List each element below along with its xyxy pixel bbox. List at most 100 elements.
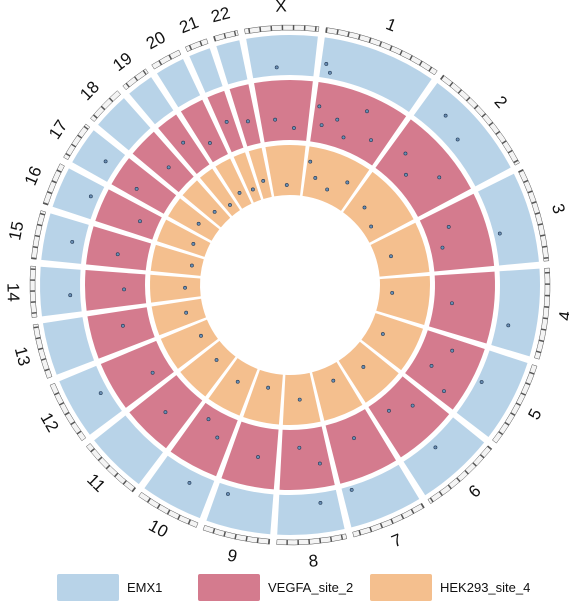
ideogram-chr-X xyxy=(244,24,320,35)
chromosome-label-8: 8 xyxy=(308,551,319,571)
cytoband-chr-17 xyxy=(65,152,71,157)
cytoband-chr-1 xyxy=(428,66,433,72)
cytoband-chr-8 xyxy=(340,534,344,540)
data-point-2-13 xyxy=(235,379,240,384)
cytoband-chr-1 xyxy=(418,60,423,66)
ideogram-chr-18 xyxy=(90,90,121,122)
cytoband-chr-2 xyxy=(495,130,501,135)
sector-1-chr-22 xyxy=(229,84,261,147)
chromosome-label-14: 14 xyxy=(3,283,22,302)
sector-0-chr-1 xyxy=(319,37,432,112)
cytoband-chr-3 xyxy=(518,169,524,173)
cytoband-chr-4 xyxy=(544,306,550,308)
chromosome-label-13: 13 xyxy=(11,345,34,368)
data-point-1-13 xyxy=(429,363,434,368)
cytoband-chr-13 xyxy=(44,368,50,372)
data-point-2-6 xyxy=(389,254,393,259)
ideogram-chr-21 xyxy=(185,38,209,52)
data-point-2-23 xyxy=(237,191,242,195)
cytoband-chr-6 xyxy=(487,445,492,450)
chromosome-label-10: 10 xyxy=(146,516,172,542)
cytoband-chr-4 xyxy=(536,350,542,354)
data-point-1-4 xyxy=(365,109,369,114)
data-point-1-6 xyxy=(403,151,408,156)
sector-1-chr-2 xyxy=(375,119,471,217)
data-point-2-7 xyxy=(390,290,395,295)
cytoband-chr-11 xyxy=(97,456,103,462)
data-point-0-11 xyxy=(187,481,192,485)
data-point-1-27 xyxy=(115,252,120,257)
sector-0-chr-15 xyxy=(41,213,89,264)
cytoband-chr-9 xyxy=(212,528,216,534)
data-point-1-10 xyxy=(440,245,445,250)
cytoband-chr-17 xyxy=(71,143,77,148)
sector-1-chr-6 xyxy=(368,376,450,458)
chromosome-label-22: 22 xyxy=(209,3,232,26)
sector-1-chr-12 xyxy=(100,340,174,408)
cytoband-chr-14 xyxy=(31,311,37,314)
cytoband-chr-X xyxy=(292,25,295,31)
data-point-1-24 xyxy=(150,370,155,375)
cytoband-chr-2 xyxy=(513,159,519,164)
cytoband-chr-16 xyxy=(56,169,62,173)
data-point-2-5 xyxy=(369,224,374,229)
data-point-1-9 xyxy=(446,225,451,229)
cytoband-chr-2 xyxy=(501,140,507,145)
cytoband-chr-10 xyxy=(146,497,151,503)
cytoband-chr-12 xyxy=(70,421,76,426)
cytoband-chr-11 xyxy=(90,448,95,453)
cytoband-chr-5 xyxy=(520,392,526,396)
sector-2-chr-18 xyxy=(182,180,231,228)
ideogram-chr-4 xyxy=(534,267,551,360)
cytoband-chr-1 xyxy=(409,55,413,61)
ideogram-chr-5 xyxy=(492,364,538,444)
cytoband-chr-5 xyxy=(515,402,521,407)
sector-2-chr-7 xyxy=(312,362,363,421)
chromosome-label-20: 20 xyxy=(143,27,169,53)
cytoband-chr-7 xyxy=(358,530,362,536)
cytoband-chr-4 xyxy=(545,283,550,285)
cytoband-chr-5 xyxy=(504,421,510,426)
sector-0-chr-4 xyxy=(491,268,541,357)
cytoband-chr-8 xyxy=(297,539,299,545)
data-point-1-33 xyxy=(224,119,229,124)
sector-1-chr-3 xyxy=(419,193,495,272)
sector-1-chr-20 xyxy=(180,99,228,163)
cytoband-chr-7 xyxy=(410,508,415,514)
data-point-1-15 xyxy=(410,403,415,408)
cytoband-chr-14 xyxy=(30,279,36,281)
cytoband-chr-3 xyxy=(527,190,533,194)
cytoband-chr-5 xyxy=(498,431,504,436)
data-point-2-16 xyxy=(184,310,189,315)
sector-0-chr-18 xyxy=(98,98,151,151)
sector-2-chr-22 xyxy=(248,147,272,199)
cytoband-chr-18 xyxy=(108,97,114,103)
data-point-2-24 xyxy=(250,187,255,192)
cytoband-chr-10 xyxy=(156,503,161,510)
data-point-1-21 xyxy=(215,435,220,440)
cytoband-chr-1 xyxy=(368,37,372,43)
data-point-2-1 xyxy=(313,176,318,180)
ideogram-chr-1 xyxy=(325,27,438,76)
sector-1-chr-14 xyxy=(85,270,147,311)
cytoband-chr-1 xyxy=(325,27,328,33)
cytoband-chr-10 xyxy=(166,509,171,515)
cytoband-chr-9 xyxy=(234,534,237,540)
data-point-2-11 xyxy=(297,397,302,402)
sector-2-chr-5 xyxy=(361,313,424,371)
cytoband-chr-11 xyxy=(131,487,136,493)
cytoband-chr-16 xyxy=(43,202,49,206)
data-point-0-6 xyxy=(479,380,484,384)
sector-2-chr-4 xyxy=(376,275,430,325)
chromosome-label-6: 6 xyxy=(465,481,485,501)
legend-item-hek293: HEK293_site_4 xyxy=(370,572,530,602)
legend-label-emx1: EMX1 xyxy=(127,579,163,595)
data-point-0-8 xyxy=(349,488,354,492)
cytoband-chr-10 xyxy=(177,514,181,520)
sector-0-chr-2 xyxy=(413,83,511,187)
sector-0-chr-17 xyxy=(72,130,126,182)
data-point-1-25 xyxy=(121,323,125,328)
cytoband-chr-13 xyxy=(40,358,47,361)
cytoband-chr-X xyxy=(281,25,284,31)
data-point-2-15 xyxy=(199,333,203,338)
